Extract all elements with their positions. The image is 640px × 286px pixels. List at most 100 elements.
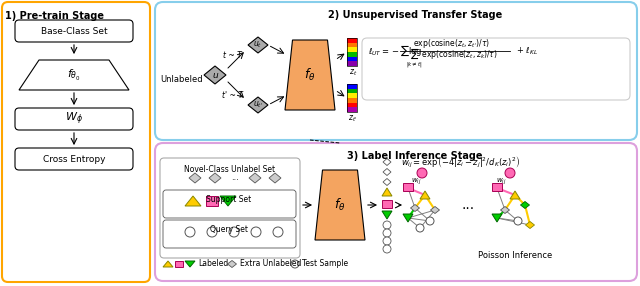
Circle shape xyxy=(514,217,522,225)
Circle shape xyxy=(383,245,391,253)
Text: $f_\theta$: $f_\theta$ xyxy=(304,67,316,83)
Bar xyxy=(403,183,413,191)
Polygon shape xyxy=(403,214,413,222)
Text: ...: ... xyxy=(231,174,239,182)
Bar xyxy=(347,43,357,47)
Polygon shape xyxy=(249,173,261,183)
Bar xyxy=(347,89,357,93)
Polygon shape xyxy=(19,60,129,90)
Text: $f_\theta$: $f_\theta$ xyxy=(334,197,346,213)
FancyBboxPatch shape xyxy=(362,38,630,100)
Polygon shape xyxy=(189,173,201,183)
Bar xyxy=(347,84,357,89)
Polygon shape xyxy=(383,168,391,176)
Text: Novel-Class Unlabel Set: Novel-Class Unlabel Set xyxy=(184,165,276,174)
Polygon shape xyxy=(269,173,281,183)
Circle shape xyxy=(383,221,391,229)
Polygon shape xyxy=(285,40,335,110)
Text: $\ell_{UT} = -\sum\log$: $\ell_{UT} = -\sum\log$ xyxy=(368,44,422,58)
Bar xyxy=(206,196,218,206)
Polygon shape xyxy=(431,206,440,214)
Circle shape xyxy=(273,227,283,237)
Bar xyxy=(347,61,357,66)
Circle shape xyxy=(251,227,261,237)
Text: Unlabeled: Unlabeled xyxy=(160,76,203,84)
Text: 2) Unsupervised Transfer Stage: 2) Unsupervised Transfer Stage xyxy=(328,10,502,20)
Bar xyxy=(347,57,357,61)
Circle shape xyxy=(207,227,217,237)
Bar xyxy=(492,183,502,191)
Polygon shape xyxy=(163,261,173,267)
Circle shape xyxy=(291,260,299,268)
Polygon shape xyxy=(209,173,221,183)
Polygon shape xyxy=(315,170,365,240)
Polygon shape xyxy=(500,206,509,214)
Text: Base-Class Set: Base-Class Set xyxy=(41,27,108,35)
Polygon shape xyxy=(383,178,391,186)
Bar xyxy=(382,200,392,208)
Bar xyxy=(347,47,357,52)
Bar xyxy=(347,38,357,43)
Circle shape xyxy=(505,168,515,178)
Polygon shape xyxy=(525,221,534,229)
Polygon shape xyxy=(410,204,419,212)
Circle shape xyxy=(417,168,427,178)
Polygon shape xyxy=(227,261,237,267)
Text: $w_{ij} = \exp\!\left(-4|z_i - z_j|^2/d_K(z_i)^2\right)$: $w_{ij} = \exp\!\left(-4|z_i - z_j|^2/d_… xyxy=(401,154,520,170)
Polygon shape xyxy=(420,191,430,199)
Polygon shape xyxy=(382,211,392,219)
Text: $u_{t'}$: $u_{t'}$ xyxy=(253,100,263,110)
Circle shape xyxy=(383,229,391,237)
Text: Query Set: Query Set xyxy=(210,225,248,234)
FancyBboxPatch shape xyxy=(15,148,133,170)
FancyBboxPatch shape xyxy=(15,108,133,130)
Bar xyxy=(347,107,357,112)
Bar xyxy=(347,52,357,57)
Text: ...: ... xyxy=(461,198,475,212)
Bar xyxy=(175,261,183,267)
Polygon shape xyxy=(492,214,502,222)
Polygon shape xyxy=(220,196,236,206)
Text: $w_{ij}$: $w_{ij}$ xyxy=(411,177,421,187)
Circle shape xyxy=(229,227,239,237)
Text: Cross Entropy: Cross Entropy xyxy=(43,154,105,164)
Bar xyxy=(347,103,357,107)
Text: t ~ T: t ~ T xyxy=(223,51,241,59)
Polygon shape xyxy=(204,66,226,84)
Circle shape xyxy=(416,224,424,232)
Polygon shape xyxy=(510,191,520,199)
Text: Poisson Inference: Poisson Inference xyxy=(478,251,552,259)
Circle shape xyxy=(383,237,391,245)
Text: Test Sample: Test Sample xyxy=(302,259,348,269)
Bar xyxy=(347,84,357,112)
Text: $W_\phi$: $W_\phi$ xyxy=(65,111,83,127)
Polygon shape xyxy=(520,202,529,208)
Text: 1) Pre-train Stage: 1) Pre-train Stage xyxy=(5,11,104,21)
Polygon shape xyxy=(248,97,268,113)
Polygon shape xyxy=(383,158,391,166)
Polygon shape xyxy=(185,196,201,206)
Bar xyxy=(347,93,357,98)
Text: Extra Unlabeled: Extra Unlabeled xyxy=(240,259,301,269)
Bar xyxy=(347,38,357,66)
FancyBboxPatch shape xyxy=(15,20,133,42)
Text: 3) Label Inference Stage: 3) Label Inference Stage xyxy=(348,151,483,161)
Text: Support Set: Support Set xyxy=(206,195,252,204)
Bar xyxy=(347,98,357,103)
Text: $+\ \ell_{KL}$: $+\ \ell_{KL}$ xyxy=(516,45,538,57)
Text: $f_{\theta_0}$: $f_{\theta_0}$ xyxy=(67,67,81,83)
Text: u: u xyxy=(212,71,218,80)
Text: $\sum_{|k\neq t|}\mathrm{exp}(\mathrm{cosine}(z_t, z_k)/\tau)$: $\sum_{|k\neq t|}\mathrm{exp}(\mathrm{co… xyxy=(406,46,498,70)
Polygon shape xyxy=(185,261,195,267)
Text: $w_{ij}$: $w_{ij}$ xyxy=(496,177,506,187)
Circle shape xyxy=(426,217,434,225)
Text: $z_t$: $z_t$ xyxy=(349,68,357,78)
Text: t' ~ T: t' ~ T xyxy=(221,90,243,100)
Text: $\mathrm{exp}(\mathrm{cosine}(z_t, z_{t^\prime})/\tau)$: $\mathrm{exp}(\mathrm{cosine}(z_t, z_{t^… xyxy=(413,37,491,51)
Polygon shape xyxy=(382,188,392,196)
Circle shape xyxy=(185,227,195,237)
Text: $z_{t'}$: $z_{t'}$ xyxy=(348,114,358,124)
Text: Labeled: Labeled xyxy=(198,259,228,269)
Polygon shape xyxy=(248,37,268,53)
Text: $u_t$: $u_t$ xyxy=(253,40,262,50)
